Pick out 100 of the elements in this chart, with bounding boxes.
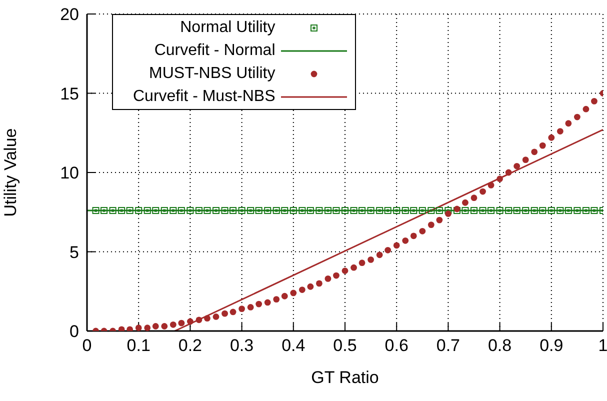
point <box>539 142 546 149</box>
point <box>316 280 322 287</box>
point <box>350 264 357 271</box>
point <box>488 207 495 214</box>
point <box>342 207 348 214</box>
point <box>186 207 194 214</box>
point <box>428 207 435 214</box>
point <box>384 207 392 214</box>
point <box>470 207 478 214</box>
point <box>574 207 581 214</box>
x-tick-label: 0.5 <box>333 336 357 356</box>
point <box>152 207 160 214</box>
x-tick-label: 1 <box>598 336 607 356</box>
point <box>316 207 323 214</box>
point <box>376 252 383 258</box>
point <box>513 207 520 214</box>
point <box>590 207 598 214</box>
legend-label: Curvefit - Normal <box>154 41 276 61</box>
point <box>505 169 512 176</box>
point <box>126 326 134 331</box>
point <box>488 182 494 188</box>
point <box>480 188 486 195</box>
point <box>444 207 452 214</box>
point <box>92 207 100 214</box>
x-tick-label: 0.7 <box>436 336 460 356</box>
point <box>574 114 580 120</box>
point <box>376 207 384 214</box>
point <box>368 256 374 263</box>
legend-label: Curvefit - Must-NBS <box>133 87 276 107</box>
point <box>530 207 538 214</box>
point <box>100 207 108 214</box>
y-axis-title: Utility Value <box>1 128 20 217</box>
point <box>230 308 236 316</box>
point <box>306 207 314 214</box>
point <box>505 207 512 214</box>
point <box>298 286 306 293</box>
point <box>247 304 254 310</box>
point <box>118 207 126 214</box>
point <box>462 207 469 214</box>
point <box>479 207 486 214</box>
point <box>281 292 288 300</box>
point <box>548 207 555 214</box>
point <box>238 207 246 214</box>
point <box>350 207 358 214</box>
y-tick-label: 5 <box>70 242 79 262</box>
point <box>170 207 177 214</box>
point <box>222 310 228 317</box>
point <box>393 207 400 214</box>
point <box>118 326 125 331</box>
point <box>367 207 374 214</box>
point <box>564 207 572 214</box>
point <box>187 318 194 325</box>
legend-label: Normal Utility <box>180 18 276 38</box>
point <box>109 207 116 214</box>
point <box>256 300 262 308</box>
point <box>160 207 168 214</box>
point <box>247 207 254 214</box>
x-tick-label: 0.6 <box>384 336 408 356</box>
x-tick-label: 0.3 <box>230 336 254 356</box>
point <box>290 207 297 214</box>
point <box>144 207 151 214</box>
x-tick-label: 0.2 <box>178 336 202 356</box>
point <box>436 216 443 224</box>
point <box>445 210 452 217</box>
point <box>393 242 400 249</box>
point <box>196 316 202 324</box>
point <box>591 98 598 104</box>
point <box>272 207 280 214</box>
point <box>230 207 237 214</box>
point <box>496 176 503 182</box>
point <box>496 207 504 214</box>
point <box>298 207 306 214</box>
x-tick-label: 0 <box>82 336 92 356</box>
point <box>221 207 228 214</box>
point <box>539 207 546 214</box>
point <box>324 207 332 214</box>
point <box>264 207 272 214</box>
point <box>264 299 271 306</box>
point <box>358 207 366 214</box>
point <box>514 162 520 170</box>
point <box>290 290 297 296</box>
point <box>333 272 340 279</box>
y-tick-label: 10 <box>60 164 79 183</box>
point <box>470 194 478 202</box>
y-tick-label: 20 <box>60 5 79 24</box>
point <box>436 207 443 214</box>
point <box>428 222 434 228</box>
y-tick-label: 15 <box>60 84 79 104</box>
point <box>170 321 176 328</box>
point <box>522 207 530 214</box>
point <box>342 268 348 274</box>
point <box>410 232 417 240</box>
point <box>126 207 134 214</box>
point <box>281 207 288 214</box>
point <box>144 324 151 331</box>
point <box>402 237 409 244</box>
x-axis-title: GT Ratio <box>311 368 379 387</box>
point <box>384 246 392 254</box>
point <box>195 207 202 214</box>
point <box>402 207 409 214</box>
